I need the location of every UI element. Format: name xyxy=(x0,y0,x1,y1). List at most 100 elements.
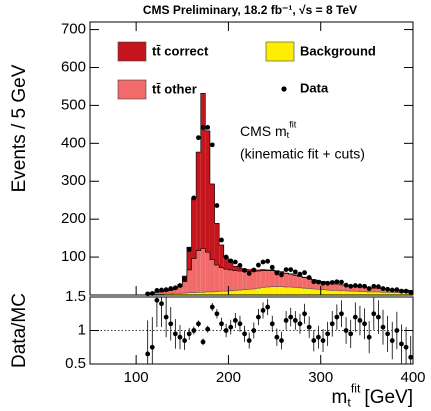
histogram-bar xyxy=(306,288,312,295)
ratio-point xyxy=(403,344,409,350)
y-tick-label: 100 xyxy=(61,248,86,265)
data-point xyxy=(191,195,197,201)
ratio-point xyxy=(209,304,215,310)
data-point xyxy=(269,264,275,270)
series-outline xyxy=(145,286,413,295)
data-point xyxy=(246,270,252,276)
legend-swatch xyxy=(117,41,147,62)
x-tick-label: 200 xyxy=(216,369,241,386)
x-tick-label: 100 xyxy=(124,369,149,386)
histogram-bar xyxy=(200,248,206,293)
histogram-bar xyxy=(385,292,390,295)
x-tick-label: 400 xyxy=(400,369,425,386)
histogram-bar xyxy=(274,286,280,295)
histogram-bar xyxy=(269,270,275,287)
y-tick-label: 500 xyxy=(61,96,86,113)
data-point xyxy=(371,283,377,289)
y-axis-label: Events / 5 GeV xyxy=(9,64,30,192)
ratio-point xyxy=(186,331,192,337)
ratio-point xyxy=(334,314,340,320)
compound-label: CMS mtfit xyxy=(240,120,297,141)
ratio-point xyxy=(283,318,289,323)
y-tick-label: 1.5 xyxy=(65,288,86,305)
data-point xyxy=(288,267,294,272)
histogram-bar xyxy=(182,293,187,295)
histogram-bar xyxy=(163,291,169,294)
histogram-bar xyxy=(371,291,377,295)
data-point xyxy=(292,269,298,275)
histogram-bar xyxy=(380,292,386,295)
histogram-bar xyxy=(246,289,252,295)
data-point xyxy=(237,263,243,268)
ratio-point xyxy=(232,318,238,323)
histogram-bar xyxy=(371,288,377,292)
y-tick-label: 400 xyxy=(61,134,86,151)
label-unit: [GeV] xyxy=(364,387,413,408)
histogram-bar xyxy=(237,290,243,295)
histogram-bar xyxy=(246,269,252,272)
histogram-bar xyxy=(173,288,178,294)
ratio-point xyxy=(256,314,261,320)
histogram-bar xyxy=(223,257,229,270)
histogram-bar xyxy=(205,130,210,253)
ratio-point xyxy=(214,311,220,317)
histogram-bar xyxy=(251,288,257,295)
ratio-point xyxy=(394,328,400,333)
histogram-bar xyxy=(186,247,192,270)
ratio-point xyxy=(362,321,367,327)
data-point xyxy=(403,288,409,294)
histogram-bar xyxy=(205,291,210,295)
ratio-point xyxy=(251,328,257,333)
histogram-bar xyxy=(196,250,201,293)
legend-label: tt̄ correct xyxy=(152,43,209,58)
y-tick-label: 1 xyxy=(78,321,86,338)
data-point xyxy=(214,203,220,208)
ratio-point xyxy=(389,338,395,343)
histogram-bar xyxy=(209,183,215,260)
data-point xyxy=(408,289,414,295)
histogram-bar xyxy=(283,273,289,288)
histogram-bar xyxy=(260,287,266,295)
histogram-bar xyxy=(279,272,284,287)
ratio-point xyxy=(408,354,413,360)
data-point xyxy=(357,283,363,289)
data-point xyxy=(380,286,386,291)
histogram-bar xyxy=(389,292,395,295)
legend-swatch xyxy=(281,86,287,92)
ratio-point xyxy=(223,328,229,333)
ratio-point xyxy=(191,328,197,333)
histogram-bar xyxy=(288,274,294,288)
data-point xyxy=(394,287,400,293)
ratio-point xyxy=(348,331,354,337)
data-point xyxy=(343,282,349,288)
histogram-bar xyxy=(196,292,201,295)
ratio-point xyxy=(163,314,169,320)
label-sup: fit xyxy=(351,382,361,396)
ratio-point xyxy=(316,334,321,340)
ratio-point xyxy=(380,324,386,330)
histogram-bar xyxy=(357,287,363,292)
histogram-bar xyxy=(394,292,400,295)
histogram-bar xyxy=(353,291,358,295)
histogram-bar xyxy=(297,287,303,295)
histogram-bar xyxy=(256,269,261,272)
ratio-point xyxy=(279,338,284,343)
histogram-bar xyxy=(357,291,363,295)
ratio-point xyxy=(339,311,344,317)
ratio-point xyxy=(375,314,381,320)
ratio-point xyxy=(292,318,298,323)
histogram-bar xyxy=(339,290,344,295)
ratio-point xyxy=(228,324,234,330)
label-sub: t xyxy=(287,131,290,141)
y-tick-label: 300 xyxy=(61,172,86,189)
histogram-bar xyxy=(306,278,312,289)
y-tick-label: 600 xyxy=(61,58,86,75)
histogram-bar xyxy=(283,287,289,295)
data-point xyxy=(154,288,160,293)
histogram-bar xyxy=(242,289,247,295)
ratio-point xyxy=(274,334,280,340)
histogram-bar xyxy=(343,290,349,295)
label-text: m xyxy=(332,387,348,408)
histogram-bar xyxy=(228,262,234,270)
histogram-bar xyxy=(256,288,261,295)
